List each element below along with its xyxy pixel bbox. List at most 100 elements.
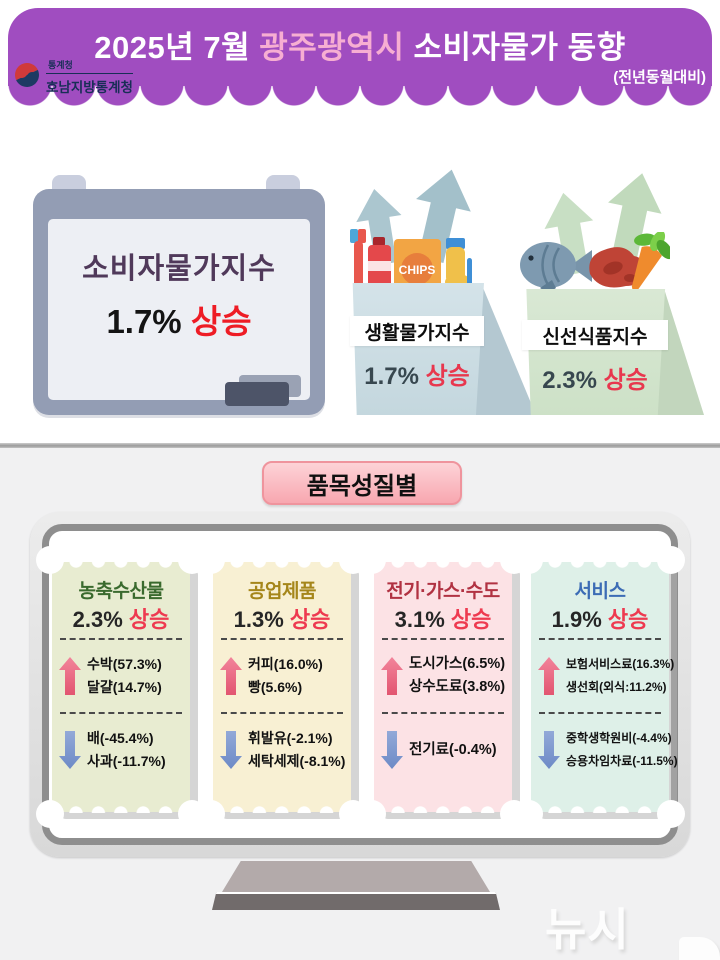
ticket-perforation: [226, 805, 338, 813]
ticket-direction: 상승: [450, 607, 492, 632]
ticket-services: 서비스 1.9% 상승 보험서비스료(16.3%) 생선회(외식:11.2%) …: [515, 546, 685, 828]
ticket-utilities: 전기·가스·수도 3.1% 상승 도시가스(6.5%) 상수도료(3.8%) 전…: [358, 546, 528, 828]
rising-item: 수박(57.3%): [87, 656, 162, 672]
agency-parent-label: 통계청: [46, 58, 133, 74]
dashed-separator: [539, 638, 661, 640]
bag2-body: [526, 289, 666, 415]
sock-icon: [445, 238, 472, 290]
ticket-perforation: [544, 805, 656, 813]
down-arrow-icon: [538, 731, 560, 769]
chips-label: CHIPS: [399, 263, 436, 277]
fresh-index-label: 신선식품지수: [522, 320, 668, 350]
header-scallop-edge: [8, 84, 712, 106]
page-title-prefix: 2025년 7월: [94, 30, 260, 65]
ticket-value: 1.9%: [551, 607, 602, 632]
page-title-suffix: 소비자물가 동향: [404, 30, 626, 65]
falling-item: 중학생학원비(-4.4%): [566, 731, 672, 745]
ticket-head: 공업제품 1.3% 상승: [213, 562, 351, 635]
ticket-title: 공업제품: [248, 581, 316, 602]
ticket-head: 농축수산물 2.3% 상승: [52, 562, 190, 635]
dashed-separator: [221, 638, 343, 640]
falling-item: 세탁세제(-8.1%): [248, 753, 346, 769]
ticket-industrial: 공업제품 1.3% 상승 커피(16.0%) 빵(5.6%) 휘발유(-2.1%…: [197, 546, 367, 828]
ticket-value-line: 3.1% 상승: [374, 604, 512, 635]
ticket-value: 1.3%: [233, 607, 284, 632]
falling-items-row: 배(-45.4%) 사과(-11.7%): [52, 717, 190, 783]
daily-goods-icons: CHIPS: [350, 229, 472, 290]
ticket-perforation: [226, 561, 338, 569]
up-arrow-icon: [220, 657, 242, 695]
toothbrush-icon: [350, 229, 366, 289]
toothpaste-icon: [368, 237, 391, 290]
rising-items-row: 커피(16.0%) 빵(5.6%): [213, 643, 351, 709]
agency-logo-block: 통계청 호남지방통계청: [14, 58, 133, 96]
taegeuk-logo-icon: [15, 63, 39, 87]
agency-text: 통계청 호남지방통계청: [46, 58, 133, 96]
ticket-perforation: [387, 805, 499, 813]
falling-items-row: 휘발유(-2.1%) 세탁세제(-8.1%): [213, 717, 351, 783]
section-title-text: 품목성질별: [306, 472, 418, 500]
newsis-watermark-text: 뉴시스: [545, 904, 630, 955]
ticket-perforation: [65, 561, 177, 569]
newsis-watermark: 뉴시스: [545, 893, 720, 960]
living-index-label: 생활물가지수: [350, 316, 484, 346]
fresh-index-value: 2.3%: [542, 367, 597, 394]
rising-item: 생선회(외식:11.2%): [566, 680, 667, 694]
living-index-value-line: 1.7% 상승: [350, 356, 484, 391]
rising-item: 보험서비스료(16.3%): [566, 657, 675, 671]
dashed-separator: [60, 712, 182, 714]
falling-item: 사과(-11.7%): [87, 753, 166, 769]
ticket-agriculture: 농축수산물 2.3% 상승 수박(57.3%) 달걀(14.7%) 배(-45.…: [36, 546, 206, 828]
dashed-separator: [382, 638, 504, 640]
cpi-title: 소비자물가지수: [82, 253, 276, 285]
ticket-perforation: [387, 561, 499, 569]
fresh-index-text: 신선식품지수: [542, 326, 648, 348]
rising-item: 빵(5.6%): [248, 679, 303, 695]
page-title-region: 광주광역시: [259, 30, 405, 65]
rising-items-row: 수박(57.3%) 달걀(14.7%): [52, 643, 190, 709]
ticket-title: 전기·가스·수도: [386, 581, 500, 602]
comparison-note: (전년동월대비): [613, 69, 706, 86]
up-arrows-icon: [544, 173, 662, 276]
section-title-badge: 품목성질별: [262, 461, 462, 505]
falling-item: 전기료(-0.4%): [409, 741, 497, 758]
ticket-value-line: 1.3% 상승: [213, 604, 351, 635]
board-surface: [48, 219, 310, 400]
down-arrow-icon: [381, 731, 403, 769]
monitor-stand-neck: [222, 861, 490, 892]
ticket-direction: 상승: [607, 607, 649, 632]
ticket-direction: 상승: [128, 607, 170, 632]
cpi-value: 1.7%: [106, 303, 182, 340]
falling-item: 배(-45.4%): [87, 730, 154, 746]
ticket-value: 3.1%: [394, 607, 445, 632]
ticket-value: 2.3%: [72, 607, 123, 632]
ticket-head: 서비스 1.9% 상승: [531, 562, 669, 635]
chips-bag-icon: CHIPS: [394, 239, 441, 290]
fresh-index-direction: 상승: [603, 367, 648, 394]
cpi-board: 소비자물가지수 1.7% 상승: [33, 175, 325, 415]
living-index-text: 생활물가지수: [364, 322, 470, 344]
ticket-perforation: [65, 805, 177, 813]
falling-items-row: 전기료(-0.4%): [374, 717, 512, 783]
rising-items-row: 도시가스(6.5%) 상수도료(3.8%): [374, 643, 512, 709]
ticket-value-line: 2.3% 상승: [52, 604, 190, 635]
bag1-body: [352, 283, 484, 415]
fish-icon: [520, 242, 592, 291]
carrot-icon: [631, 232, 670, 292]
dashed-separator: [539, 712, 661, 714]
newsis-logo-icon: [678, 937, 720, 960]
down-arrow-icon: [59, 731, 81, 769]
rising-item: 도시가스(6.5%): [409, 656, 506, 672]
down-arrow-icon: [220, 731, 242, 769]
ticket-title: 서비스: [574, 581, 626, 602]
eraser-icon: [225, 382, 289, 406]
rising-item: 달걀(14.7%): [87, 679, 162, 695]
rising-items-row: 보험서비스료(16.3%) 생선회(외식:11.2%): [531, 643, 674, 709]
falling-item: 승용차임차료(-11.5%): [566, 754, 678, 768]
rising-item: 상수도료(3.8%): [409, 679, 506, 695]
agency-name-label: 호남지방통계청: [46, 80, 133, 95]
fresh-food-icons: [520, 232, 670, 292]
monitor-stand-base: [212, 892, 500, 910]
dashed-separator: [60, 638, 182, 640]
